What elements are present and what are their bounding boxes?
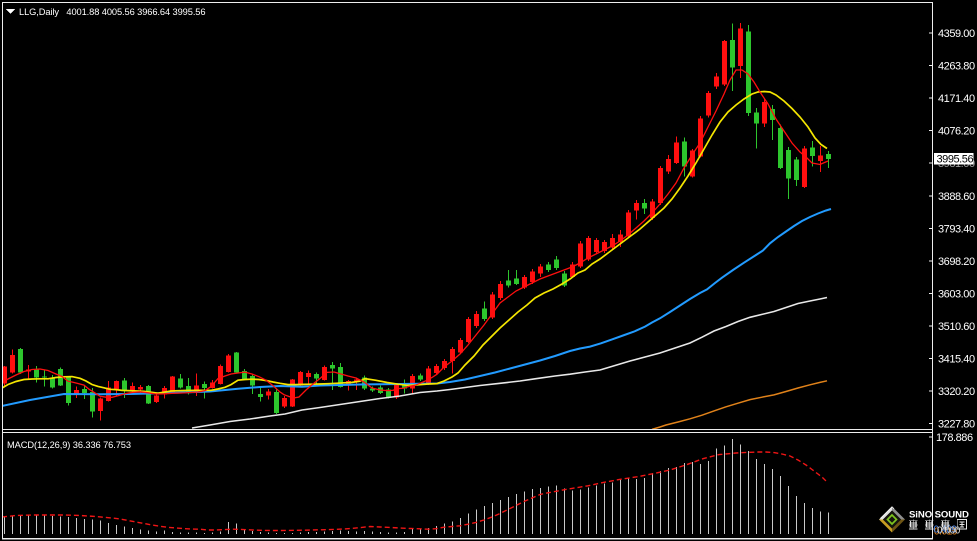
svg-text:4359.00: 4359.00 (938, 28, 975, 40)
svg-text:4076.20: 4076.20 (938, 126, 975, 138)
svg-text:3995.56: 3995.56 (937, 153, 974, 165)
svg-text:0.019: 0.019 (934, 527, 957, 538)
svg-text:3793.40: 3793.40 (938, 224, 975, 236)
svg-text:LLG,Daily 4001.88 4005.56 39: LLG,Daily 4001.88 4005.56 3966.64 3995.5… (19, 7, 205, 17)
svg-text:178.886: 178.886 (936, 432, 973, 444)
svg-text:4263.80: 4263.80 (938, 61, 975, 73)
svg-text:3888.60: 3888.60 (938, 191, 975, 203)
svg-text:0.409: 0.409 (934, 525, 957, 536)
svg-text:3415.40: 3415.40 (938, 354, 975, 366)
svg-text:3320.20: 3320.20 (938, 386, 975, 398)
svg-text:3510.60: 3510.60 (938, 321, 975, 333)
svg-text:3698.20: 3698.20 (938, 256, 975, 268)
svg-text:MACD(12,26,9) 36.336 76.753: MACD(12,26,9) 36.336 76.753 (7, 440, 131, 450)
svg-text:SiNO SOUND: SiNO SOUND (909, 510, 969, 521)
svg-text:4171.40: 4171.40 (938, 93, 975, 105)
svg-text:3227.80: 3227.80 (938, 419, 975, 431)
svg-text:3603.00: 3603.00 (938, 289, 975, 301)
svg-text:0.000: 0.000 (937, 526, 961, 537)
